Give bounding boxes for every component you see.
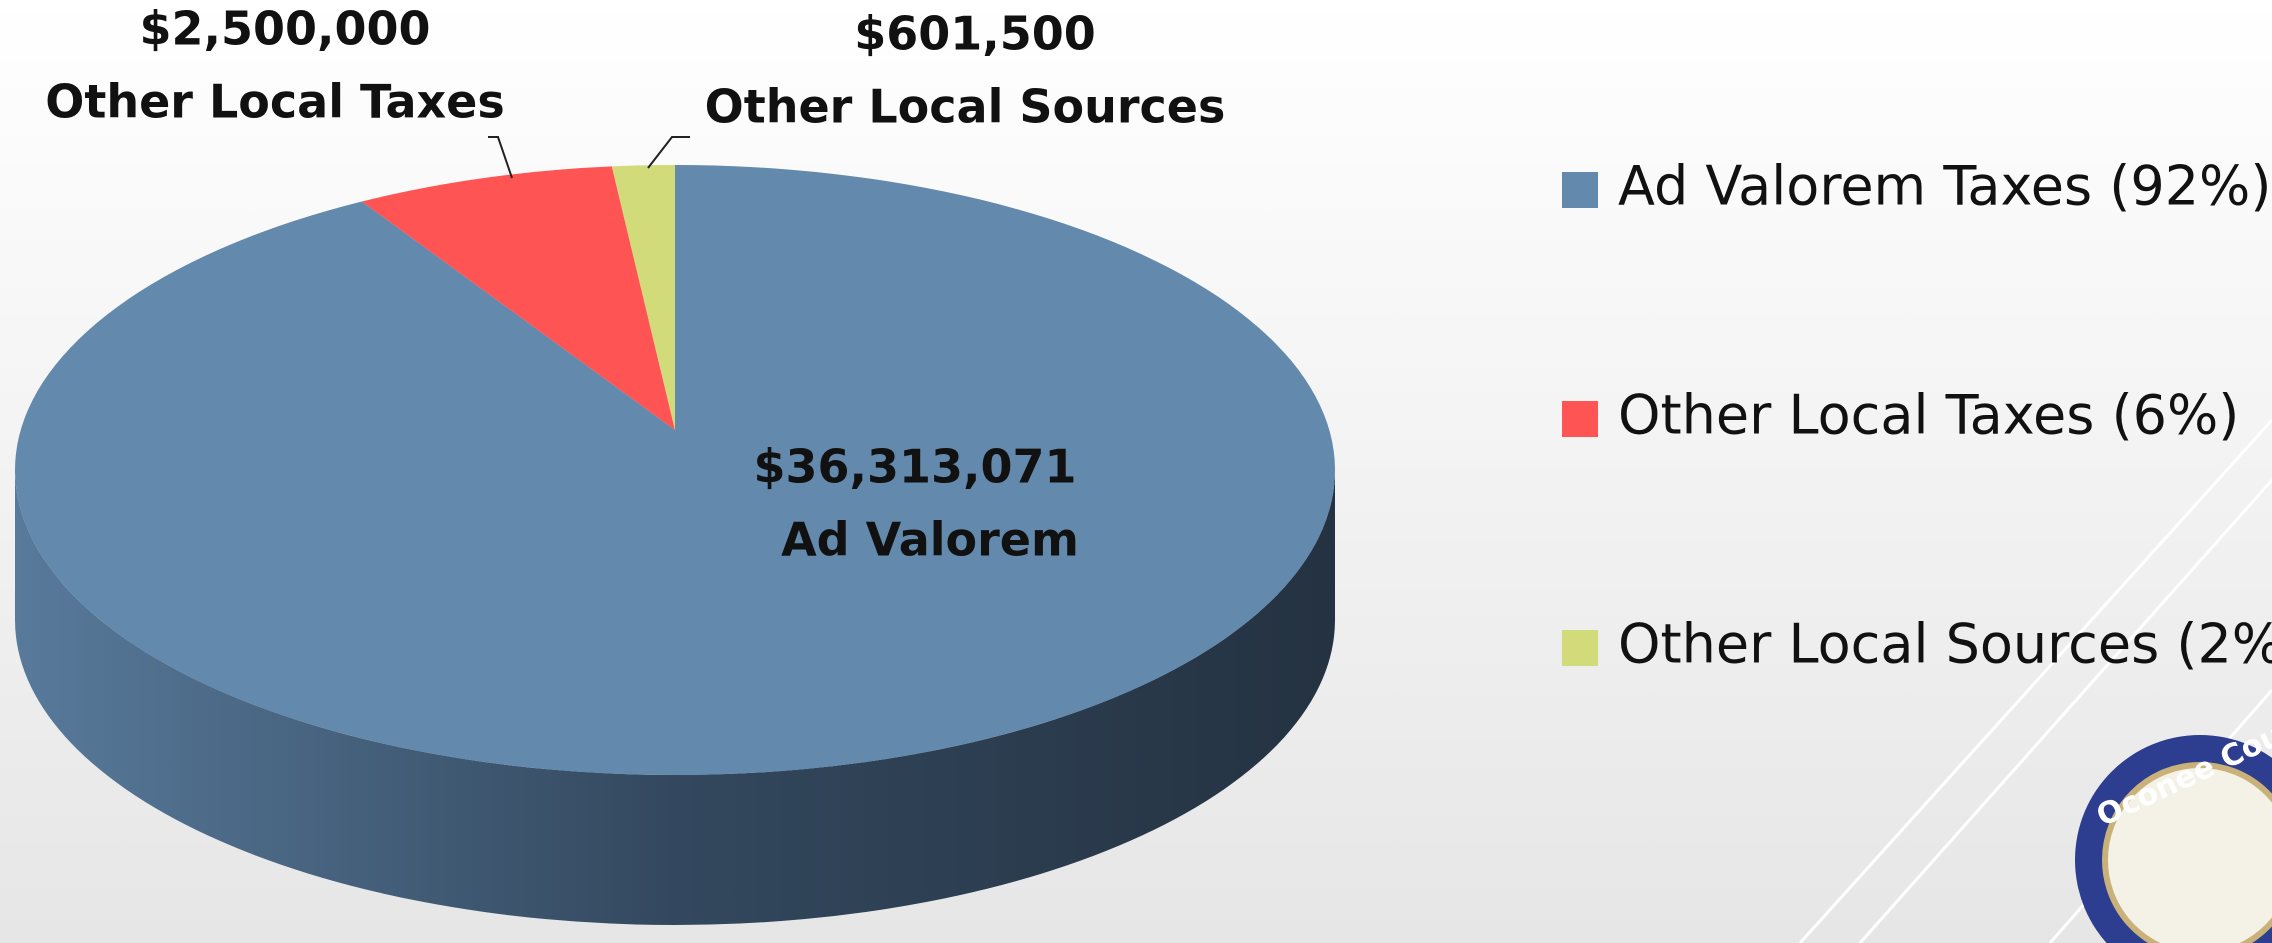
logo-center	[2102, 762, 2272, 943]
value-label: $2,500,000	[139, 2, 430, 56]
legend-swatch	[1562, 401, 1598, 437]
pie-slice	[361, 166, 675, 430]
pie-slice	[14, 165, 1336, 776]
legend-label: Ad Valorem Taxes (92%)	[1618, 155, 2271, 218]
legend-label: Other Local Taxes (6%)	[1618, 384, 2239, 447]
value-label: $601,500	[854, 7, 1096, 61]
legend-label: Other Local Sources (2%)	[1618, 613, 2272, 676]
pie-side	[15, 470, 1335, 925]
leader-lines	[488, 136, 690, 179]
slice-label: Ad Valorem	[781, 513, 1079, 567]
slice-label: Other Local Sources	[705, 80, 1226, 134]
slice-label: Other Local Taxes	[45, 75, 504, 129]
value-label: $36,313,071	[753, 440, 1076, 494]
legend-swatch	[1562, 630, 1598, 666]
pie	[14, 165, 1336, 925]
pie-slice	[611, 165, 675, 430]
legend-swatch	[1562, 172, 1598, 208]
